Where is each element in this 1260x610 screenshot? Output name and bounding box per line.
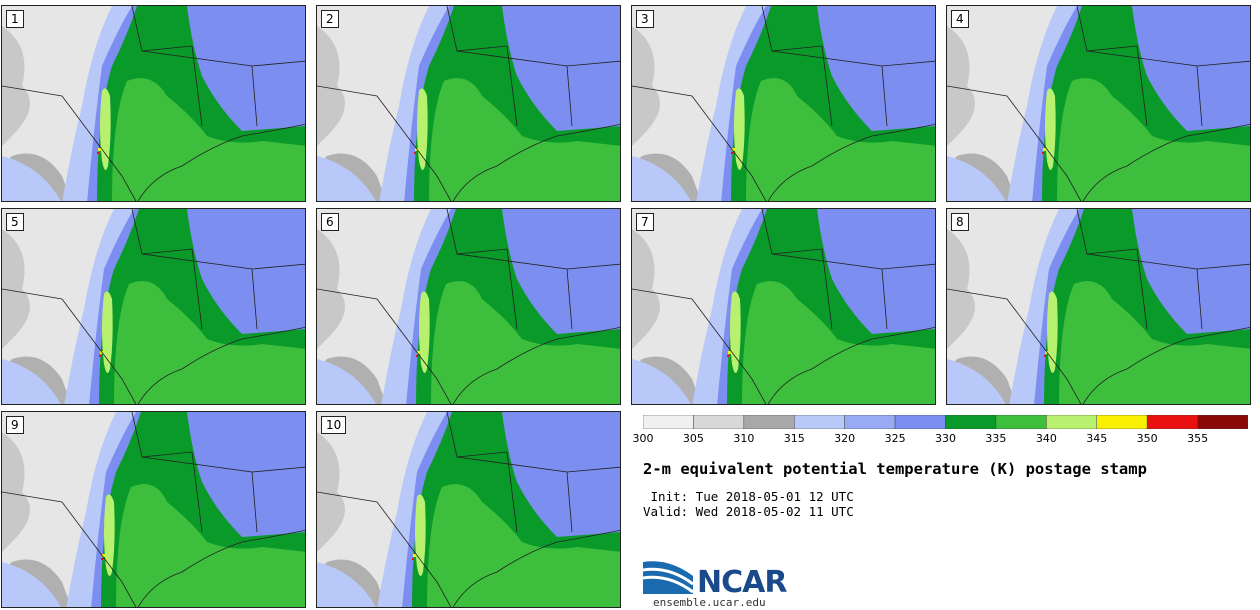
colorbar-segment [743, 415, 795, 429]
panel-number-label: 7 [636, 213, 654, 231]
map-panel-3: 3 [631, 5, 936, 202]
map-field [2, 209, 305, 404]
map-field [947, 209, 1250, 404]
logo-text: NCAR [697, 565, 787, 600]
colorbar-tick-label: 340 [1035, 432, 1057, 445]
map-panel-1: 1 [1, 5, 306, 202]
map-panel-10: 10 [316, 411, 621, 608]
panel-number-label: 5 [6, 213, 24, 231]
panel-number-label: 4 [951, 10, 969, 28]
colorbar-segment [1046, 415, 1098, 429]
colorbar-tick-label: 330 [935, 432, 956, 445]
map-field [317, 6, 620, 201]
valid-time: Valid: Wed 2018-05-02 11 UTC [643, 504, 854, 519]
colorbar-segment [693, 415, 745, 429]
colorbar-tick-label: 335 [985, 432, 1007, 445]
colorbar-segment [643, 415, 694, 429]
colorbar-segment [894, 415, 946, 429]
colorbar-tick-label: 345 [1086, 432, 1108, 445]
map-panel-4: 4 [946, 5, 1251, 202]
colorbar [643, 415, 1248, 429]
colorbar-segment [1197, 415, 1248, 429]
panel-number-label: 9 [6, 416, 24, 434]
colorbar-segment [1146, 415, 1198, 429]
map-panel-9: 9 [1, 411, 306, 608]
panel-number-label: 8 [951, 213, 969, 231]
map-field [632, 209, 935, 404]
map-field [632, 6, 935, 201]
map-panel-2: 2 [316, 5, 621, 202]
colorbar-segment [1096, 415, 1148, 429]
panel-number-label: 10 [321, 416, 347, 434]
map-panel-8: 8 [946, 208, 1251, 405]
map-field [2, 412, 305, 607]
colorbar-segment [794, 415, 845, 429]
colorbar-tick-label: 325 [884, 432, 906, 445]
map-panel-7: 7 [631, 208, 936, 405]
panel-number-label: 1 [6, 10, 24, 28]
colorbar-segment [844, 415, 896, 429]
map-panel-5: 5 [1, 208, 306, 405]
colorbar-segment [945, 415, 997, 429]
map-field [947, 6, 1250, 201]
figure-title: 2-m equivalent potential temperature (K)… [643, 460, 1147, 478]
site-url[interactable]: ensemble.ucar.edu [653, 596, 766, 609]
ncar-logo-icon [643, 561, 694, 594]
colorbar-tick-label: 350 [1136, 432, 1158, 445]
map-field [317, 209, 620, 404]
map-field [2, 6, 305, 201]
colorbar-tick-label: 320 [834, 432, 856, 445]
colorbar-tick-label: 300 [632, 432, 654, 445]
colorbar-tick-label: 315 [783, 432, 805, 445]
colorbar-tick-label: 305 [682, 432, 704, 445]
map-panel-6: 6 [316, 208, 621, 405]
colorbar-segment [995, 415, 1047, 429]
colorbar-tick-label: 355 [1187, 432, 1209, 445]
map-field [317, 412, 620, 607]
panel-number-label: 2 [321, 10, 339, 28]
panel-number-label: 6 [321, 213, 339, 231]
colorbar-tick-label: 310 [733, 432, 755, 445]
panel-number-label: 3 [636, 10, 654, 28]
init-time: Init: Tue 2018-05-01 12 UTC [643, 489, 854, 504]
